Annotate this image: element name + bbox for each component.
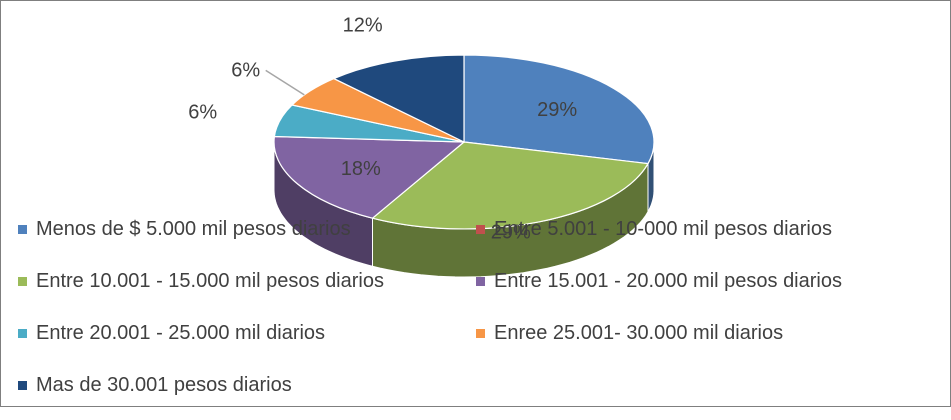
leader-line-segment [265, 69, 305, 96]
legend-row: Menos de $ 5.000 mil pesos diarios Entre… [18, 212, 938, 264]
legend-item: Entre 15.001 - 20.000 mil pesos diarios [476, 270, 842, 293]
pie-sides [273, 141, 655, 278]
legend-item: Enree 25.001- 30.000 mil diarios [476, 322, 783, 345]
legend-swatch [18, 277, 27, 286]
legend-swatch [18, 329, 27, 338]
legend-row: Mas de 30.001 pesos diarios [18, 368, 938, 420]
legend-item: Menos de $ 5.000 mil pesos diarios [18, 218, 351, 241]
legend-row: Entre 10.001 - 15.000 mil pesos diarios … [18, 264, 938, 316]
legend-item: Mas de 30.001 pesos diarios [18, 374, 292, 397]
legend-swatch [476, 225, 485, 234]
pie-slice [273, 135, 466, 219]
legend-label: Menos de $ 5.000 mil pesos diarios [36, 218, 351, 240]
legend-swatch [18, 381, 27, 390]
leader-line [265, 69, 305, 96]
legend-label: Entre 20.001 - 25.000 mil diarios [36, 322, 326, 344]
pie-chart: 29% 29% 18% 6% 6% 12% [188, 15, 655, 278]
legend-label: Entre 5.001 - 10-000 mil pesos diarios [494, 218, 832, 240]
data-labels: 29% 29% 18% 6% 6% 12% [188, 15, 577, 244]
data-label: 18% [341, 158, 381, 180]
legend-item: Entre 20.001 - 25.000 mil diarios [18, 322, 325, 345]
pie-slice [463, 54, 655, 165]
data-label: 6% [231, 59, 260, 81]
data-label: 29% [491, 222, 531, 244]
legend-label: Entre 15.001 - 20.000 mil pesos diarios [494, 270, 842, 292]
pie-slice [371, 141, 649, 230]
data-label: 6% [188, 101, 217, 123]
legend-swatch [476, 329, 485, 338]
legend-row: Entre 20.001 - 25.000 mil diarios Enree … [18, 316, 938, 368]
pie-tops [273, 54, 655, 230]
data-label: 12% [343, 15, 383, 37]
legend-label: Entre 10.001 - 15.000 mil pesos diarios [36, 270, 384, 292]
legend-item: Entre 5.001 - 10-000 mil pesos diarios [476, 218, 832, 241]
pie-slice [332, 54, 465, 143]
legend: Menos de $ 5.000 mil pesos diarios Entre… [18, 212, 938, 420]
legend-item: Entre 10.001 - 15.000 mil pesos diarios [18, 270, 384, 293]
legend-label: Mas de 30.001 pesos diarios [36, 374, 292, 396]
data-label: 29% [537, 99, 577, 121]
legend-swatch [476, 277, 485, 286]
legend-swatch [18, 225, 27, 234]
legend-label: Enree 25.001- 30.000 mil diarios [494, 322, 784, 344]
